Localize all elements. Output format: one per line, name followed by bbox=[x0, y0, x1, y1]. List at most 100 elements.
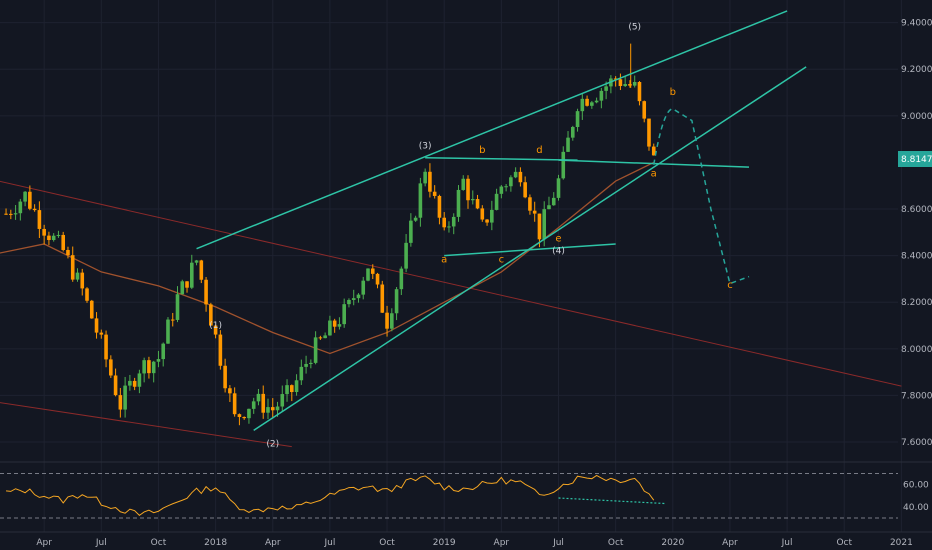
candle-body bbox=[480, 208, 485, 220]
ma-line bbox=[0, 161, 655, 355]
candle-body bbox=[232, 393, 237, 415]
candle-body bbox=[61, 234, 65, 250]
candle-body bbox=[9, 213, 13, 215]
candle-body bbox=[428, 171, 432, 192]
candle-body bbox=[509, 177, 513, 187]
candle-body bbox=[66, 249, 70, 256]
candle-body bbox=[242, 417, 246, 419]
candle-body bbox=[156, 359, 161, 362]
candle-body bbox=[394, 289, 399, 314]
wave-label: a bbox=[651, 168, 657, 179]
candle-body bbox=[137, 373, 142, 387]
wave-label: c bbox=[499, 255, 505, 266]
candle-body bbox=[575, 111, 580, 127]
candle-body bbox=[128, 380, 132, 386]
last-price-badge bbox=[898, 151, 932, 168]
candle-body bbox=[104, 334, 108, 360]
candle-body bbox=[404, 242, 408, 269]
candle-body bbox=[309, 362, 313, 364]
time-tick-label: Oct bbox=[379, 538, 395, 548]
candle-body bbox=[13, 213, 18, 215]
candle-body bbox=[256, 393, 261, 402]
time-tick-label: Jul bbox=[323, 538, 335, 548]
time-tick-label: Oct bbox=[151, 538, 167, 548]
candle-body bbox=[466, 178, 470, 201]
candle-body bbox=[142, 360, 146, 374]
candle-body bbox=[185, 281, 189, 288]
rsi-tick-label: 40.00 bbox=[903, 503, 929, 513]
candle-body bbox=[366, 268, 370, 281]
candle-body bbox=[199, 260, 204, 280]
candle-body bbox=[209, 304, 213, 326]
wave-label: (3) bbox=[419, 141, 432, 151]
candle-body bbox=[432, 191, 437, 196]
candle-body bbox=[166, 319, 170, 344]
time-axis[interactable]: Apr Jul Oct 2018 Apr Jul Oct 2019 Apr Jul Oct 2020 A… bbox=[0, 531, 932, 548]
trendline-triangle-top bbox=[425, 157, 578, 161]
candle-body bbox=[175, 294, 180, 320]
time-tick-label: Apr bbox=[265, 538, 281, 548]
candle-body bbox=[447, 226, 451, 228]
candle-body bbox=[204, 279, 208, 305]
candle-body bbox=[585, 98, 589, 106]
candle-body bbox=[618, 79, 623, 87]
candle-body bbox=[275, 406, 280, 411]
candle-body bbox=[4, 213, 8, 215]
rsi-pane: 60.00 40.00 bbox=[0, 461, 932, 519]
candle-body bbox=[594, 100, 599, 103]
candle-body bbox=[475, 199, 480, 209]
candle-body bbox=[551, 197, 556, 206]
time-tick-label: Jul bbox=[781, 538, 793, 548]
candle-body bbox=[99, 332, 104, 335]
channel-lines bbox=[0, 180, 902, 448]
candle-body bbox=[89, 300, 94, 319]
candle-body bbox=[347, 299, 351, 305]
candle-body bbox=[147, 360, 151, 374]
price-tick-label: 8.20000 bbox=[901, 298, 932, 308]
candle-body bbox=[451, 216, 456, 227]
price-axis[interactable]: 9.40000 9.20000 9.00000 8.81473 8.60000 8.400… bbox=[898, 19, 932, 448]
trendline-red-upper bbox=[0, 180, 902, 387]
time-tick-label: 2018 bbox=[204, 538, 227, 548]
candle-body bbox=[170, 319, 175, 321]
price-tick-label: 7.80000 bbox=[901, 391, 932, 401]
candle-body bbox=[323, 335, 327, 339]
candle-body bbox=[313, 337, 318, 363]
candle-body bbox=[437, 195, 442, 218]
candle-body bbox=[132, 380, 137, 387]
candle-body bbox=[375, 273, 380, 285]
time-tick-label: Oct bbox=[608, 538, 624, 548]
candle-body bbox=[85, 288, 89, 301]
time-tick-label: 2019 bbox=[433, 538, 456, 548]
candle-body bbox=[518, 171, 523, 183]
time-tick-label: Apr bbox=[36, 538, 52, 548]
wave-label: d bbox=[536, 145, 542, 156]
candle-body bbox=[251, 401, 256, 409]
candle-body bbox=[632, 82, 637, 86]
candle-body bbox=[547, 205, 551, 210]
candle-body bbox=[304, 363, 308, 367]
candle-body bbox=[318, 337, 323, 339]
candle-body bbox=[23, 191, 27, 202]
candle-body bbox=[51, 235, 56, 241]
last-price-label: 8.81473 bbox=[901, 155, 932, 165]
candle-body bbox=[223, 365, 227, 389]
candle-body bbox=[647, 118, 651, 147]
candle-body bbox=[442, 217, 446, 228]
price-tick-label: 9.40000 bbox=[901, 19, 932, 29]
candle-body bbox=[94, 318, 99, 333]
candle-body bbox=[237, 414, 242, 418]
candle-body bbox=[580, 98, 585, 112]
candle-body bbox=[523, 182, 527, 198]
candle-body bbox=[570, 126, 575, 138]
candle-body bbox=[528, 197, 532, 211]
trendline-red-lower bbox=[0, 402, 292, 448]
candle-body bbox=[342, 304, 346, 325]
candle-body bbox=[537, 213, 542, 240]
time-tick-label: Oct bbox=[836, 538, 852, 548]
time-tick-label: 2020 bbox=[661, 538, 684, 548]
candle-body bbox=[494, 193, 499, 210]
candle-body bbox=[151, 361, 156, 374]
